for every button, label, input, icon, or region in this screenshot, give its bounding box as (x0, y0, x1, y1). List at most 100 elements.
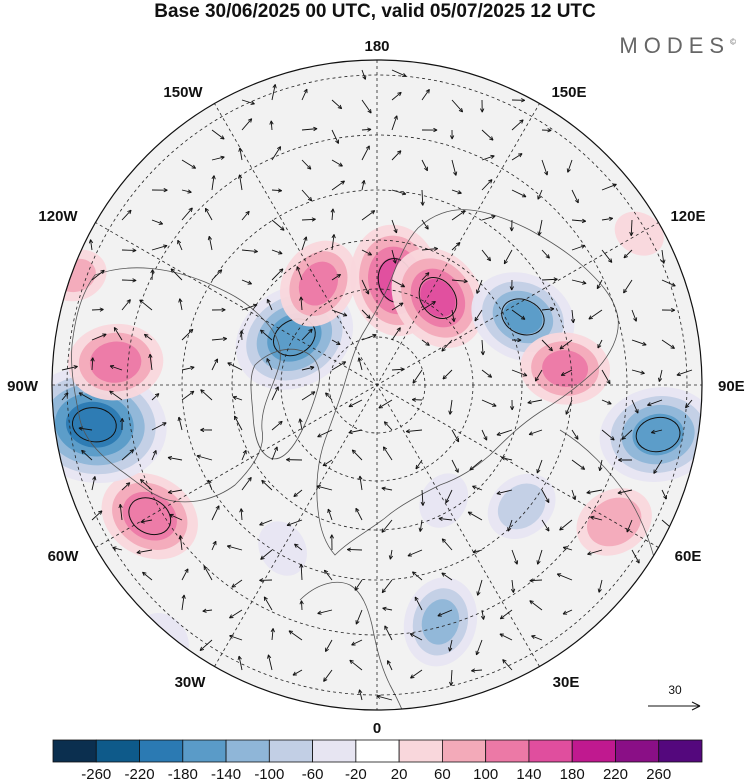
wind-arrow (207, 235, 213, 251)
wind-arrow (121, 248, 137, 253)
wind-arrow (383, 421, 393, 431)
wind-arrow (571, 244, 586, 251)
wind-arrow (91, 476, 97, 491)
wind-arrow (361, 145, 370, 161)
wind-arrow (325, 392, 333, 401)
wind-arrow (626, 519, 633, 533)
wind-arrow (617, 489, 633, 495)
wind-arrow (421, 301, 436, 311)
wind-arrow (629, 219, 634, 236)
wind-arrow (361, 333, 377, 341)
wind-arrow (480, 99, 485, 113)
wind-arrow (391, 91, 402, 101)
wind-arrow (317, 429, 333, 438)
wind-arrow (412, 571, 423, 581)
wind-arrow (231, 579, 243, 588)
wind-arrow (571, 218, 587, 224)
wind-arrow (382, 446, 393, 461)
wind-arrow (527, 399, 543, 405)
wind-arrow (647, 399, 663, 407)
anomaly-7-level-1 (587, 497, 642, 547)
colorbar-swatch-9 (441, 739, 487, 763)
wind-arrow (596, 279, 603, 290)
wind-arrow (601, 399, 612, 405)
wind-arrow (61, 392, 69, 401)
wind-arrow (241, 476, 252, 491)
wind-arrow (267, 654, 273, 671)
wind-arrow (239, 330, 244, 341)
wind-arrow (181, 390, 195, 401)
wind-arrow (271, 188, 283, 193)
wind-arrow (541, 159, 549, 176)
wind-arrow (511, 337, 522, 343)
wind-arrow (301, 159, 312, 170)
wind-arrow (167, 489, 183, 495)
wind-arrow (587, 549, 603, 556)
wind-arrow (388, 549, 394, 560)
wind-arrow (327, 508, 333, 521)
wind-arrow (381, 486, 393, 491)
wind-arrow (598, 459, 603, 472)
wind-arrow (541, 519, 550, 532)
wind-arrow (421, 339, 430, 346)
wind-arrow (211, 505, 220, 521)
wind-arrow (181, 365, 195, 371)
lon-label-120e: 120E (670, 208, 705, 225)
wind-arrow (301, 88, 308, 101)
wind-arrow (510, 579, 516, 593)
wind-arrow (227, 362, 243, 371)
wind-arrow (391, 249, 397, 264)
wind-arrow (437, 609, 453, 617)
wind-arrow (451, 189, 462, 195)
wind-arrow (324, 639, 333, 652)
wind-arrow (271, 386, 279, 401)
wind-arrow (565, 399, 573, 415)
wind-arrow (121, 449, 135, 461)
wind-arrow (200, 389, 213, 401)
wind-arrow (241, 99, 255, 105)
continents (71, 209, 661, 710)
wind-arrow (623, 249, 633, 259)
map-disc (52, 60, 702, 710)
colorbar-swatch-1 (95, 739, 140, 763)
wind-arrow (601, 216, 614, 221)
wind-arrow (121, 482, 131, 491)
wind-arrow (348, 399, 363, 408)
wind-arrow (200, 427, 213, 433)
wind-arrow (229, 609, 243, 619)
wind-arrow (167, 455, 183, 461)
wind-arrow (301, 328, 313, 341)
wind-arrow (601, 429, 615, 441)
wind-arrow (621, 429, 633, 440)
wind-arrow (322, 459, 333, 467)
wind-arrow (509, 279, 514, 291)
colorbar-tick-8: 60 (434, 766, 451, 783)
wind-arrow (142, 571, 153, 581)
wind-arrow (559, 339, 573, 350)
wind-arrow (541, 128, 552, 133)
wind-arrow (631, 549, 640, 564)
wind-arrow (241, 449, 247, 461)
wind-arrow (382, 606, 393, 611)
wind-arrow (316, 484, 333, 491)
wind-arrow (301, 391, 316, 401)
wind-arrow (391, 302, 404, 311)
wind-arrow (499, 633, 513, 641)
wind-arrow (139, 478, 153, 491)
wind-arrow (471, 668, 483, 673)
wind-arrow (472, 485, 483, 491)
colorbar-swatch-12 (571, 739, 616, 763)
map-border (51, 59, 703, 711)
wind-arrow (391, 69, 407, 77)
wind-arrow (181, 594, 186, 611)
wind-arrow (481, 429, 488, 441)
coastline-eurasia (316, 209, 619, 556)
wind-arrow (293, 489, 303, 498)
wind-arrow (541, 249, 550, 259)
wind-arrow (618, 457, 633, 463)
wind-arrow (266, 358, 273, 371)
wind-arrow (571, 279, 587, 285)
wind-arrow (511, 369, 528, 377)
wind-arrow (481, 369, 493, 378)
wind-arrow (331, 273, 342, 281)
